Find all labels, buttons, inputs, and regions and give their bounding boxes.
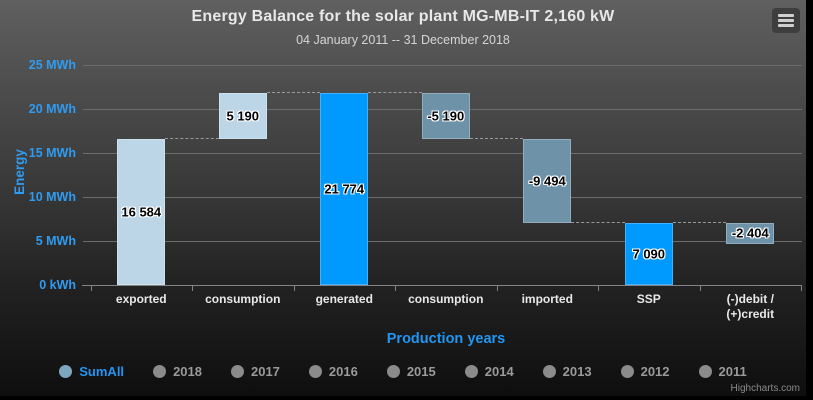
waterfall-connector (266, 92, 321, 94)
legend-item-2016[interactable]: 2016 (308, 364, 358, 379)
bar-ssp[interactable] (624, 222, 673, 285)
legend-item-label: 2014 (484, 364, 514, 379)
hamburger-icon (778, 24, 794, 27)
legend-marker-icon (542, 365, 556, 378)
bar--debit-credit[interactable] (726, 222, 775, 244)
waterfall-connector (672, 221, 727, 223)
x-axis-tick (192, 285, 193, 291)
legend-item-label: SumAll (79, 364, 125, 379)
x-axis-tick (699, 285, 701, 291)
hamburger-icon (778, 19, 794, 22)
legend: SumAll 2018 2017 2016 2015 2014 2013 2012 2011 (0, 364, 806, 379)
legend-marker-icon (386, 365, 400, 378)
bar-value-label: 7 090 (632, 246, 666, 262)
y-axis-title: Energy (12, 149, 27, 195)
legend-item-2011[interactable]: 2011 (698, 364, 747, 379)
bar-imported[interactable] (523, 139, 572, 223)
legend-marker-icon (153, 365, 167, 378)
bar-consumption[interactable] (218, 93, 267, 140)
x-category-label: imported (521, 292, 573, 306)
y-tick-label: 0 kWh (39, 278, 76, 292)
legend-item-2017[interactable]: 2017 (230, 364, 280, 379)
waterfall-connector (165, 138, 219, 140)
legend-item-2015[interactable]: 2015 (386, 364, 436, 379)
bar-value-label: 16 584 (121, 204, 162, 220)
x-axis-line (82, 285, 802, 286)
x-axis-tick (598, 285, 599, 291)
legend-item-label: 2012 (640, 364, 670, 379)
y-tick-label: 20 MWh (28, 102, 76, 116)
waterfall-connector (571, 221, 625, 223)
x-axis-tick (90, 285, 92, 291)
y-tick-label: 25 MWh (28, 58, 76, 72)
x-category-label: generated (315, 292, 373, 306)
legend-item-2014[interactable]: 2014 (464, 364, 514, 379)
x-axis-title: Production years (386, 331, 506, 347)
x-axis-tick (395, 285, 396, 291)
gridline-5 (83, 241, 802, 242)
bar-generated[interactable] (320, 93, 369, 285)
x-category-label: (-)debit / (+)credit (726, 292, 775, 321)
legend-item-label: 2015 (406, 364, 436, 379)
legend-item-sumall[interactable]: SumAll (59, 364, 124, 379)
legend-item-2018[interactable]: 2018 (153, 364, 202, 379)
legend-marker-icon (308, 365, 322, 378)
y-tick-label: 5 MWh (35, 234, 76, 248)
bar-value-label: -2 404 (731, 225, 769, 241)
legend-item-2013[interactable]: 2013 (542, 364, 592, 379)
x-axis-tick (293, 285, 295, 291)
x-category-label: consumption (408, 292, 484, 306)
legend-marker-icon (698, 365, 712, 378)
legend-marker-icon (59, 365, 73, 378)
legend-item-label: 2017 (250, 364, 280, 379)
gridline-25 (83, 65, 802, 66)
chart-title: Energy Balance for the solar plant MG-MB… (191, 8, 615, 25)
legend-marker-icon (620, 365, 634, 378)
highcharts-credits[interactable]: Highcharts.com (730, 383, 800, 394)
bar-value-label: 21 774 (324, 181, 365, 197)
legend-item-label: 2013 (562, 364, 592, 379)
x-axis-tick (496, 285, 498, 291)
gridline-10 (83, 197, 802, 198)
bar-value-label: -5 190 (427, 108, 465, 124)
context-menu-button[interactable] (772, 8, 800, 33)
bar-consumption[interactable] (421, 93, 470, 140)
bar-value-label: 5 190 (226, 108, 260, 124)
waterfall-connector (368, 92, 422, 94)
legend-marker-icon (464, 365, 478, 378)
bar-exported[interactable] (117, 139, 166, 285)
x-axis-tick (801, 285, 802, 291)
y-tick-label: 10 MWh (28, 190, 76, 204)
bar-value-label: -9 494 (528, 173, 566, 189)
legend-marker-icon (230, 365, 244, 378)
y-tick-label: 15 MWh (28, 146, 76, 160)
hamburger-icon (778, 14, 794, 17)
chart-subtitle: 04 January 2011 -- 31 December 2018 (296, 33, 510, 47)
waterfall-connector (469, 138, 524, 140)
x-category-label: SSP (636, 292, 661, 306)
gridline-15 (83, 153, 802, 154)
x-category-label: exported (115, 292, 167, 306)
legend-item-2012[interactable]: 2012 (620, 364, 670, 379)
x-category-label: consumption (205, 292, 281, 306)
legend-item-label: 2016 (328, 364, 358, 379)
legend-item-label: 2011 (718, 364, 747, 379)
legend-item-label: 2018 (173, 364, 202, 379)
